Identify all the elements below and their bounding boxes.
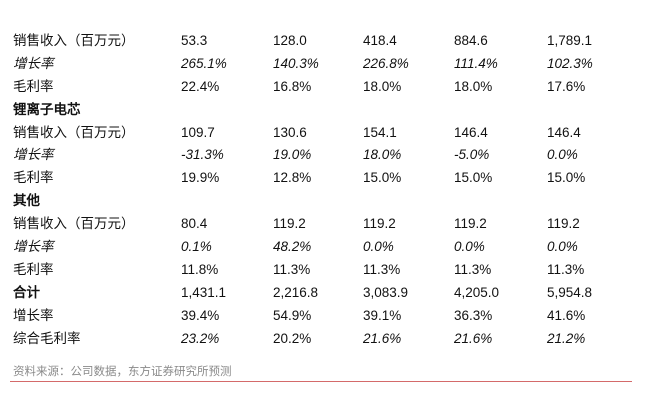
value-cell: 265.1% [181,55,227,71]
value-cell: 154.1 [363,124,397,140]
value-cell: 39.1% [363,307,402,323]
value-cell: 21.2% [547,330,586,346]
table-row: 销售收入（百万元） 53.3 128.0 418.4 884.6 1,789.1 [13,30,633,53]
row-label: 销售收入（百万元） [13,124,135,140]
value-cell: 12.8% [273,170,312,186]
value-cell: 18.0% [363,78,402,94]
value-cell: 0.0% [547,147,578,163]
value-cell: 119.2 [273,216,306,232]
row-label: 增长率 [13,239,54,255]
value-cell: 111.4% [454,55,498,71]
value-cell: 11.3% [273,261,311,277]
value-cell: 53.3 [181,33,208,48]
value-cell: 36.3% [454,307,493,323]
value-cell: 23.2% [181,330,220,346]
table-row: 综合毛利率 23.2% 20.2% 21.6% 21.6% 21.2% [13,328,633,351]
value-cell: 0.0% [454,239,485,255]
row-label: 毛利率 [13,170,54,186]
value-cell: -5.0% [454,147,490,163]
value-cell: 119.2 [454,216,487,232]
row-label: 销售收入（百万元） [13,216,135,232]
value-cell: 15.0% [454,170,493,186]
value-cell: 128.0 [273,33,307,48]
value-cell: 140.3% [273,55,319,71]
value-cell: 102.3% [547,55,593,71]
value-cell: 11.3% [363,261,401,277]
table-row: 增长率 39.4% 54.9% 39.1% 36.3% 41.6% [13,305,633,328]
value-cell: 0.0% [363,239,394,255]
value-cell: 0.0% [547,239,578,255]
value-cell: 20.2% [273,330,312,346]
value-cell: 1,789.1 [547,33,593,48]
row-label: 增长率 [13,147,54,163]
value-cell: 130.6 [273,124,307,140]
value-cell: 2,216.8 [273,284,319,300]
value-cell: -31.3% [181,147,224,163]
table-row: 销售收入（百万元） 80.4 119.2 119.2 119.2 119.2 [13,213,633,236]
value-cell: 109.7 [181,124,215,140]
section-header-row: 合计 1,431.1 2,216.8 3,083.9 4,205.0 5,954.8 [13,282,633,305]
source-note: 资料来源：公司数据，东方证券研究所预测 [13,366,232,378]
row-label: 增长率 [13,307,54,323]
row-label: 销售收入（百万元） [13,33,135,48]
value-cell: 119.2 [363,216,396,232]
table-row: 毛利率 22.4% 16.8% 18.0% 18.0% 17.6% [13,76,633,99]
value-cell: 4,205.0 [454,284,500,300]
value-cell: 39.4% [181,307,220,323]
table-row: 毛利率 11.8% 11.3% 11.3% 11.3% 11.3% [13,259,633,282]
section-label: 其他 [13,193,40,209]
value-cell: 119.2 [547,216,580,232]
value-cell: 16.8% [273,78,312,94]
value-cell: 21.6% [363,330,402,346]
value-cell: 11.3% [547,261,585,277]
table-row: 增长率 265.1% 140.3% 226.8% 111.4% 102.3% [13,53,633,76]
section-header-row: 锂离子电芯 [13,99,633,122]
value-cell: 226.8% [363,55,409,71]
section-header-row: 其他 [13,190,633,213]
value-cell: 15.0% [363,170,402,186]
value-cell: 1,431.1 [181,284,227,300]
section-label: 锂离子电芯 [13,101,81,117]
section-label: 合计 [13,284,40,300]
value-cell: 18.0% [363,147,402,163]
value-cell: 5,954.8 [547,284,593,300]
row-label: 综合毛利率 [13,330,81,346]
value-cell: 22.4% [181,78,220,94]
financial-forecast-table: 销售收入（百万元） 53.3 128.0 418.4 884.6 1,789.1 增长率 26… [13,30,633,350]
value-cell: 418.4 [363,33,397,48]
value-cell: 80.4 [181,216,208,232]
value-cell: 146.4 [454,124,488,140]
table-row: 增长率 -31.3% 19.0% 18.0% -5.0% 0.0% [13,144,633,167]
value-cell: 19.9% [181,170,220,186]
value-cell: 0.1% [181,239,212,255]
value-cell: 21.6% [454,330,493,346]
value-cell: 18.0% [454,78,493,94]
value-cell: 41.6% [547,307,586,323]
bottom-rule [10,381,632,382]
value-cell: 17.6% [547,78,586,94]
value-cell: 48.2% [273,239,312,255]
value-cell: 3,083.9 [363,284,409,300]
row-label: 增长率 [13,55,54,71]
value-cell: 15.0% [547,170,586,186]
row-label: 毛利率 [13,261,54,277]
value-cell: 11.3% [454,261,492,277]
value-cell: 11.8% [181,261,219,277]
row-label: 毛利率 [13,78,54,94]
value-cell: 884.6 [454,33,488,48]
value-cell: 54.9% [273,307,312,323]
value-cell: 146.4 [547,124,581,140]
value-cell: 19.0% [273,147,312,163]
table-row: 增长率 0.1% 48.2% 0.0% 0.0% 0.0% [13,236,633,259]
table-row: 销售收入（百万元） 109.7 130.6 154.1 146.4 146.4 [13,122,633,145]
table-row: 毛利率 19.9% 12.8% 15.0% 15.0% 15.0% [13,167,633,190]
